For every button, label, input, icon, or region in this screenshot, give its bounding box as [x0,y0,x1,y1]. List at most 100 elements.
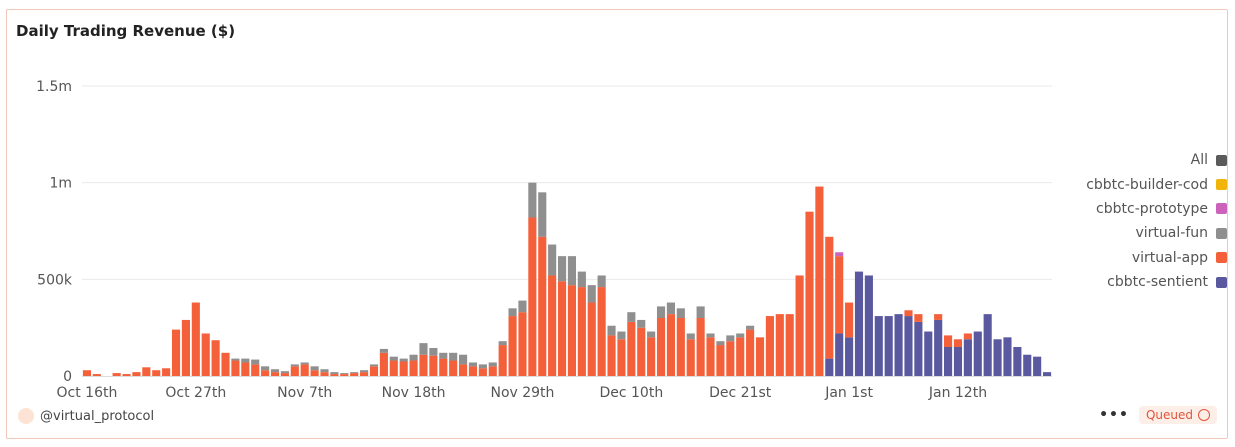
bar-segment-virtual-fun [468,362,478,367]
bar-segment-cbbtc-sentient [825,358,834,376]
source-credit[interactable]: @virtual_protocol [18,408,154,424]
bar-segment-cbbtc-sentient [953,347,963,376]
legend-item[interactable]: virtual-fun [1027,221,1227,245]
bar-segment-virtual-app [953,339,963,347]
legend-item[interactable]: virtual-app [1027,246,1227,270]
bar-segment-virtual-fun [330,372,339,375]
legend-item[interactable]: cbbtc-sentient [1027,270,1227,294]
x-tick-label: Nov 18th [382,385,446,401]
legend-item[interactable]: cbbtc-builder-cod [1027,172,1227,196]
bar-segment-virtual-fun [656,306,666,318]
more-options-icon[interactable]: ••• [1099,407,1129,423]
y-tick-label: 500k [37,272,73,288]
status-label: Queued [1145,408,1193,422]
bar-segment-virtual-fun [360,370,369,373]
clock-icon [1198,409,1210,421]
bar-segment-virtual-fun [548,244,557,276]
bar-segment-virtual-app [201,333,210,376]
x-tick-label: Oct 27th [165,385,226,401]
bar-segment-virtual-fun [686,333,695,340]
bar-segment-virtual-app [755,337,765,376]
bar-segment-cbbtc-sentient [973,331,982,376]
bar-segment-virtual-fun [577,271,586,288]
status-badge[interactable]: Queued [1138,406,1217,424]
bar-segment-virtual-app [369,366,379,376]
bar-segment-virtual-app [736,337,745,376]
bar-segment-virtual-app [934,314,943,320]
legend-item[interactable]: cbbtc-prototype [1027,197,1227,221]
source-label: @virtual_protocol [40,408,155,424]
bar-segment-virtual-fun [716,341,725,346]
bar-segment-virtual-app [538,236,547,376]
bar-segment-virtual-app [548,275,557,376]
bar-segment-cbbtc-sentient [934,319,943,376]
bar-segment-virtual-fun [389,356,398,361]
bar-segment-virtual-fun [597,275,606,288]
bar-segment-virtual-app [241,362,250,376]
legend-swatch [1216,203,1227,215]
bar-segment-virtual-app [191,302,200,376]
bar-segment-virtual-app [567,285,577,376]
bar-segment-virtual-fun [736,333,745,338]
legend-swatch [1216,154,1227,166]
bar-segment-cbbtc-sentient [993,339,1002,376]
legend-swatch [1216,252,1227,264]
bar-segment-virtual-app [389,360,398,376]
bar-segment-virtual-app [280,373,289,376]
x-tick-label: Dec 10th [599,385,663,401]
bar-segment-cbbtc-sentient [864,275,873,376]
bar-segment-virtual-app [310,370,319,376]
bar-segment-virtual-fun [300,362,309,365]
bar-segment-virtual-app [122,374,131,376]
bar-segment-virtual-app [162,368,171,376]
bar-segment-virtual-app [716,345,725,376]
bar-segment-virtual-app [508,316,517,376]
bar-segment-virtual-app [360,372,369,376]
bar-segment-virtual-app [231,360,240,376]
bar-segment-virtual-app [379,352,388,376]
bar-segment-virtual-fun [518,300,527,313]
bar-segment-virtual-fun [508,308,517,317]
bar-segment-virtual-app [666,314,675,376]
bar-segment-virtual-app [825,236,834,359]
legend-swatch [1216,227,1227,239]
y-tick-label: 1.5m [36,79,72,95]
bar-segment-virtual-app [696,318,705,376]
bar-segment-virtual-fun [251,359,260,365]
bar-segment-virtual-fun [498,341,507,346]
bar-segment-virtual-app [904,310,913,317]
bar-segment-virtual-app [468,366,478,376]
bar-segment-cbbtc-sentient [983,314,992,376]
bar-segment-virtual-fun [459,354,468,365]
bar-segment-virtual-app [746,329,755,376]
bar-segment-cbbtc-sentient [845,337,854,376]
bar-segment-virtual-fun [350,372,359,374]
bar-segment-virtual-fun [666,302,675,315]
bar-segment-virtual-fun [419,343,428,355]
bar-segment-virtual-app [557,281,567,376]
bar-segment-virtual-app [765,316,774,376]
bar-segment-virtual-fun [696,306,705,318]
x-tick-label: Nov 7th [277,385,332,401]
bar-segment-virtual-app [419,354,428,376]
bar-segment-virtual-app [82,370,92,376]
bar-segment-virtual-app [627,321,636,376]
bar-segment-virtual-app [488,366,497,376]
bar-segment-virtual-app [429,355,438,376]
bar-segment-virtual-fun [726,335,735,342]
bar-segment-virtual-app [676,318,685,376]
bar-segment-virtual-app [577,287,586,376]
legend-item[interactable]: All [1027,148,1227,172]
bar-segment-cbbtc-sentient [894,314,903,376]
bar-segment-virtual-app [132,372,141,376]
bar-segment-virtual-fun [399,358,408,362]
bar-segment-virtual-app [647,337,656,376]
bar-segment-virtual-app [350,373,359,376]
bar-segment-virtual-fun [676,308,685,318]
avatar [18,408,34,424]
footer-actions: ••• Queued [1099,406,1217,424]
bar-segment-virtual-app [518,312,527,376]
bar-segment-virtual-app [320,372,329,376]
bar-segment-cbbtc-sentient [835,333,844,376]
